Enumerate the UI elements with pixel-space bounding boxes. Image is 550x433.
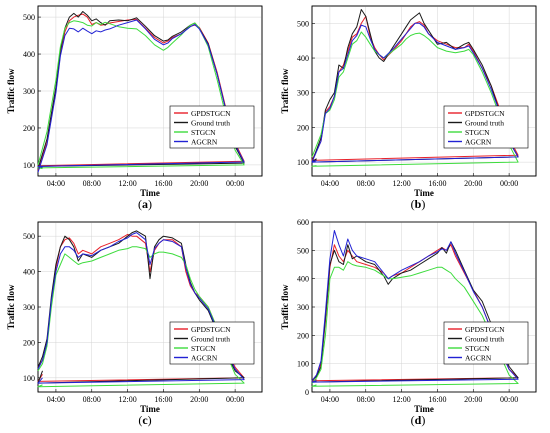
panel-a: 04:00 08:00 12:00 16:00 20:00 00:00 100 200 300 4… bbox=[6, 5, 263, 211]
x-tick-label: 04:00 bbox=[47, 395, 65, 404]
x-tick-label: 00:00 bbox=[226, 395, 244, 404]
x-tick-label: 16:00 bbox=[154, 395, 172, 404]
x-tick-label: 20:00 bbox=[464, 179, 482, 188]
series-line-stgcn bbox=[37, 246, 245, 388]
x-tick-label: 00:00 bbox=[500, 395, 518, 404]
x-tick-label: 20:00 bbox=[190, 179, 208, 188]
series-line-agcrn bbox=[311, 22, 519, 163]
panel-b: 04:00 08:00 12:00 16:00 20:00 00:00 100 200 300 4… bbox=[280, 5, 537, 211]
series-line-agcrn bbox=[311, 230, 519, 383]
y-axis-title: Traffic flow bbox=[280, 284, 290, 330]
y-axis-title: Traffic flow bbox=[6, 284, 16, 330]
y-tick-label: 500 bbox=[297, 19, 309, 28]
x-tick-label: 20:00 bbox=[464, 395, 482, 404]
y-tick-label: 300 bbox=[23, 303, 35, 312]
y-tick-label: 300 bbox=[297, 303, 309, 312]
y-tick-label: 400 bbox=[297, 54, 309, 63]
x-tick-label: 08:00 bbox=[357, 179, 375, 188]
legend-label: AGCRN bbox=[191, 137, 218, 146]
x-tick-label: 20:00 bbox=[190, 395, 208, 404]
panel-d: 04:00 08:00 12:00 16:00 20:00 00:00 0 100 200 300… bbox=[280, 218, 537, 427]
y-tick-label: 300 bbox=[23, 87, 35, 96]
legend-label: STGCN bbox=[465, 344, 490, 353]
legend-label: Ground truth bbox=[191, 334, 230, 343]
x-tick-label: 16:00 bbox=[154, 179, 172, 188]
y-tick-label: 300 bbox=[297, 89, 309, 98]
y-tick-label: 600 bbox=[297, 218, 309, 227]
plot-border bbox=[37, 5, 263, 177]
legend-label: Ground truth bbox=[465, 334, 504, 343]
x-tick-label: 00:00 bbox=[500, 179, 518, 188]
y-tick-label: 500 bbox=[23, 13, 35, 22]
y-tick-label: 200 bbox=[297, 123, 309, 132]
series-line-agcrn bbox=[37, 232, 245, 384]
legend-label: STGCN bbox=[465, 128, 490, 137]
panel-caption: (c) bbox=[138, 413, 151, 427]
y-tick-label: 200 bbox=[23, 338, 35, 347]
plot-border bbox=[311, 221, 537, 393]
y-tick-label: 400 bbox=[23, 268, 35, 277]
y-tick-label: 500 bbox=[23, 232, 35, 241]
legend-label: GPDSTGCN bbox=[191, 325, 231, 334]
legend-label: STGCN bbox=[191, 128, 216, 137]
x-axis-title: Time bbox=[414, 404, 434, 414]
panel-c: 04:00 08:00 12:00 16:00 20:00 00:00 100 200 300 4… bbox=[6, 221, 263, 427]
y-axis-title: Traffic flow bbox=[6, 68, 16, 114]
series-line-agcrn bbox=[37, 19, 245, 173]
panel-caption: (a) bbox=[138, 197, 152, 211]
plot-border bbox=[37, 221, 263, 393]
legend-label: Ground truth bbox=[465, 118, 504, 127]
series-line-stgcn bbox=[311, 31, 519, 167]
x-tick-label: 04:00 bbox=[321, 395, 339, 404]
x-tick-label: 08:00 bbox=[83, 395, 101, 404]
x-axis-title: Time bbox=[140, 404, 160, 414]
x-tick-label: 04:00 bbox=[47, 179, 65, 188]
plot-area bbox=[311, 5, 537, 177]
panel-caption: (d) bbox=[411, 413, 426, 427]
legend-label: Ground truth bbox=[191, 118, 230, 127]
plot-border bbox=[311, 5, 537, 177]
y-tick-label: 100 bbox=[297, 360, 309, 369]
legend-label: AGCRN bbox=[191, 353, 218, 362]
legend-label: GPDSTGCN bbox=[465, 325, 505, 334]
x-tick-label: 16:00 bbox=[428, 395, 446, 404]
y-tick-label: 400 bbox=[23, 50, 35, 59]
x-tick-label: 00:00 bbox=[226, 179, 244, 188]
x-tick-label: 12:00 bbox=[392, 179, 410, 188]
series-line-stgcn bbox=[37, 20, 245, 170]
x-tick-label: 04:00 bbox=[321, 179, 339, 188]
x-tick-label: 12:00 bbox=[118, 179, 136, 188]
legend-label: AGCRN bbox=[465, 353, 492, 362]
x-tick-label: 08:00 bbox=[83, 179, 101, 188]
x-tick-label: 16:00 bbox=[428, 179, 446, 188]
panel-caption: (b) bbox=[411, 197, 426, 211]
y-tick-label: 0 bbox=[305, 388, 309, 397]
x-tick-label: 12:00 bbox=[118, 395, 136, 404]
y-tick-label: 500 bbox=[297, 246, 309, 255]
y-tick-label: 200 bbox=[23, 124, 35, 133]
legend-label: GPDSTGCN bbox=[465, 109, 505, 118]
y-tick-label: 100 bbox=[23, 161, 35, 170]
legend-label: STGCN bbox=[191, 344, 216, 353]
x-axis-title: Time bbox=[140, 188, 160, 198]
legend-label: GPDSTGCN bbox=[191, 109, 231, 118]
y-tick-label: 100 bbox=[23, 374, 35, 383]
y-axis-title: Traffic flow bbox=[280, 68, 290, 114]
series-line-ground-truth bbox=[311, 241, 519, 383]
y-tick-label: 400 bbox=[297, 275, 309, 284]
series-line-ground-truth bbox=[37, 230, 245, 384]
x-tick-label: 12:00 bbox=[392, 395, 410, 404]
legend-label: AGCRN bbox=[465, 137, 492, 146]
x-axis-title: Time bbox=[414, 188, 434, 198]
y-tick-label: 200 bbox=[297, 331, 309, 340]
y-tick-label: 100 bbox=[297, 158, 309, 167]
x-tick-label: 08:00 bbox=[357, 395, 375, 404]
